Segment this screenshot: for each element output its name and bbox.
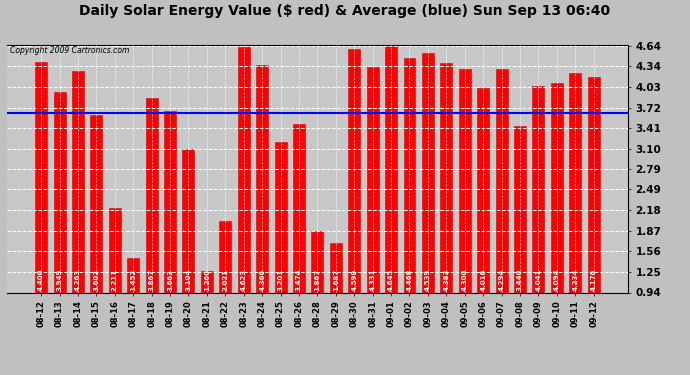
Text: 4.176: 4.176 [591, 268, 597, 291]
Text: 3.633: 3.633 [37, 84, 46, 111]
Text: 4.094: 4.094 [554, 268, 560, 291]
Text: 3.663: 3.663 [167, 268, 173, 291]
Bar [146, 98, 157, 292]
Text: 3.474: 3.474 [296, 268, 302, 291]
Text: 4.383: 4.383 [444, 268, 449, 291]
Text: 1.260: 1.260 [204, 268, 210, 291]
Bar [533, 86, 544, 292]
Bar [551, 82, 563, 292]
Text: 1.452: 1.452 [130, 268, 136, 291]
Bar [366, 67, 379, 292]
Bar [348, 49, 360, 292]
Text: 4.263: 4.263 [75, 268, 81, 291]
Bar [238, 48, 250, 292]
Text: 1.867: 1.867 [315, 268, 320, 291]
Text: 4.400: 4.400 [38, 268, 44, 291]
Text: 4.599: 4.599 [351, 268, 357, 291]
Text: 4.234: 4.234 [572, 268, 578, 291]
Text: 3.440: 3.440 [517, 268, 523, 291]
Bar [404, 58, 415, 292]
Text: Copyright 2009 Cartronics.com: Copyright 2009 Cartronics.com [10, 46, 130, 55]
Text: 4.041: 4.041 [535, 268, 542, 291]
Bar [588, 77, 600, 292]
Text: 3.633: 3.633 [589, 84, 598, 111]
Bar [569, 74, 581, 292]
Text: 4.645: 4.645 [388, 268, 394, 291]
Text: 4.366: 4.366 [259, 268, 265, 291]
Bar [219, 220, 231, 292]
Text: 4.300: 4.300 [462, 268, 468, 291]
Bar [72, 71, 84, 292]
Bar [275, 142, 286, 292]
Bar [385, 46, 397, 292]
Bar [90, 116, 102, 292]
Bar [495, 69, 508, 292]
Bar [201, 271, 213, 292]
Text: 3.201: 3.201 [277, 268, 284, 291]
Text: 2.021: 2.021 [222, 268, 228, 291]
Bar [109, 208, 121, 292]
Text: 4.331: 4.331 [370, 268, 375, 291]
Text: 3.949: 3.949 [57, 268, 63, 291]
Text: 4.468: 4.468 [406, 268, 413, 291]
Bar [440, 63, 453, 292]
Bar [459, 69, 471, 292]
Bar [182, 148, 195, 292]
Bar [514, 126, 526, 292]
Text: 3.104: 3.104 [186, 268, 191, 291]
Bar [311, 231, 324, 292]
Bar [164, 111, 176, 292]
Bar [293, 124, 305, 292]
Bar [35, 62, 47, 292]
Text: 4.623: 4.623 [241, 268, 247, 291]
Bar [256, 64, 268, 292]
Text: 4.016: 4.016 [480, 268, 486, 291]
Text: 3.867: 3.867 [148, 268, 155, 291]
Text: Daily Solar Energy Value ($ red) & Average (blue) Sun Sep 13 06:40: Daily Solar Energy Value ($ red) & Avera… [79, 4, 611, 18]
Bar [54, 92, 66, 292]
Text: 3.602: 3.602 [93, 268, 99, 291]
Text: 2.211: 2.211 [112, 268, 118, 291]
Bar [477, 88, 489, 292]
Text: 1.687: 1.687 [333, 268, 339, 291]
Bar [127, 258, 139, 292]
Bar [330, 243, 342, 292]
Text: 4.294: 4.294 [499, 268, 504, 291]
Bar [422, 53, 434, 292]
Text: 4.539: 4.539 [425, 268, 431, 291]
